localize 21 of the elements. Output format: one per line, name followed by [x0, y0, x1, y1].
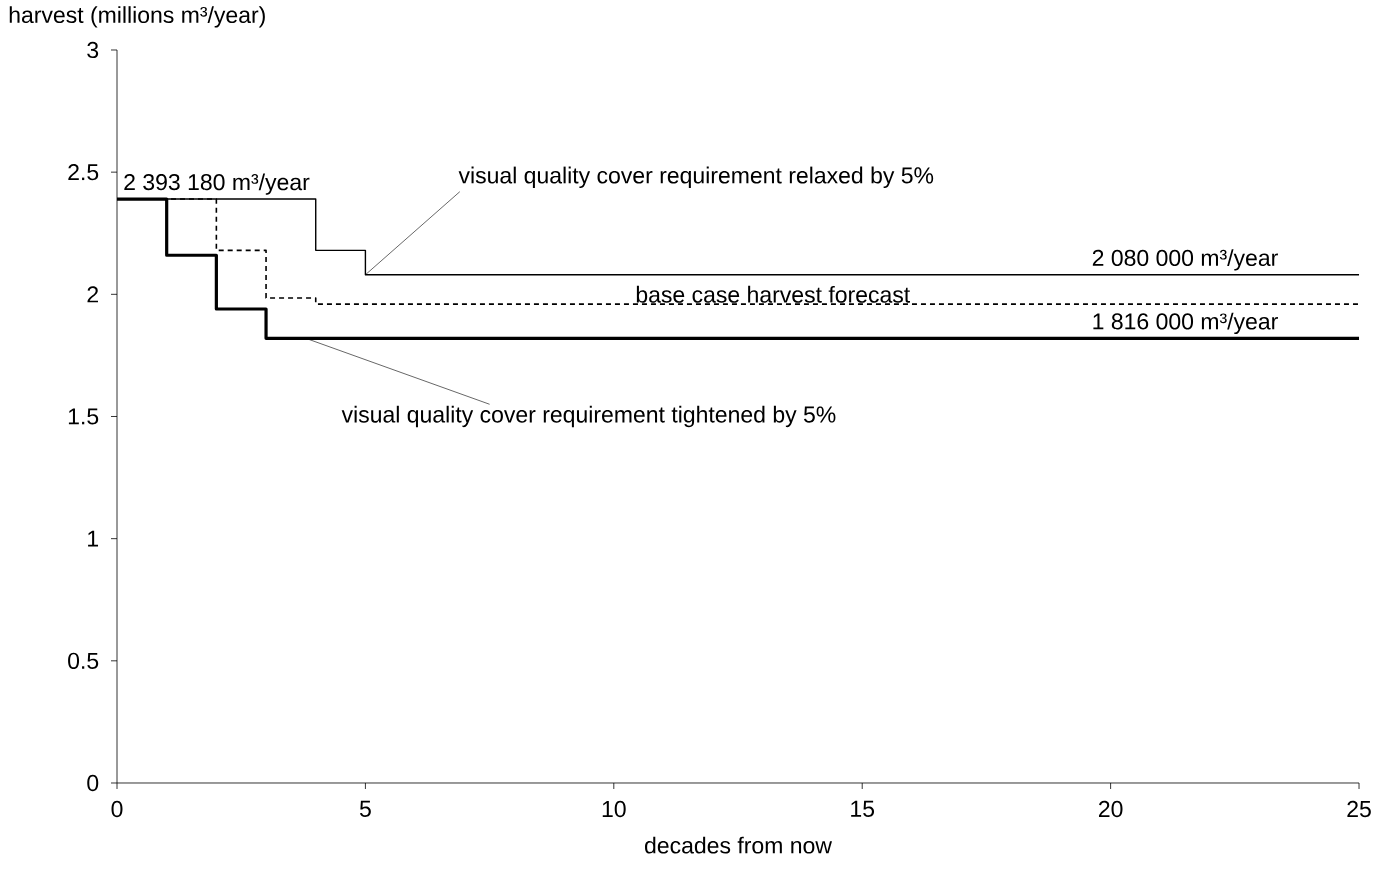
- annotation: 1 816 000 m³/year: [1093, 312, 1278, 335]
- y-tick-label: 1: [88, 530, 99, 547]
- text: visual quality cover requirement tightened by 5%: [341, 405, 836, 428]
- x-tick-label: 15: [851, 800, 875, 817]
- x-tick-label: 5: [359, 800, 371, 817]
- y-tick-label: 3: [87, 41, 99, 59]
- text: visual quality cover requirement relaxed by 5%: [458, 166, 934, 189]
- x-tick-label: 20: [1098, 800, 1123, 818]
- y-axis-title: harvest (millions m³/year): [9, 6, 265, 28]
- annotation: 2 080 000 m³/year: [1092, 249, 1278, 271]
- annotation: 2 393 180 m³/year: [124, 173, 310, 195]
- y-tick-label: 2: [87, 286, 98, 303]
- x-tick-label: 0: [111, 800, 123, 818]
- x-axis-title: decades from now: [645, 836, 832, 854]
- series-label: base case harvest forecast: [636, 285, 911, 303]
- y-tick-label: 0: [87, 774, 99, 792]
- y-tick-label: 0.5: [68, 652, 99, 669]
- x-tick-label: 10: [602, 800, 626, 818]
- y-tick-label: 1.5: [68, 408, 99, 425]
- x-tick-label: 25: [1347, 800, 1371, 818]
- y-tick-label: 2.5: [68, 164, 99, 181]
